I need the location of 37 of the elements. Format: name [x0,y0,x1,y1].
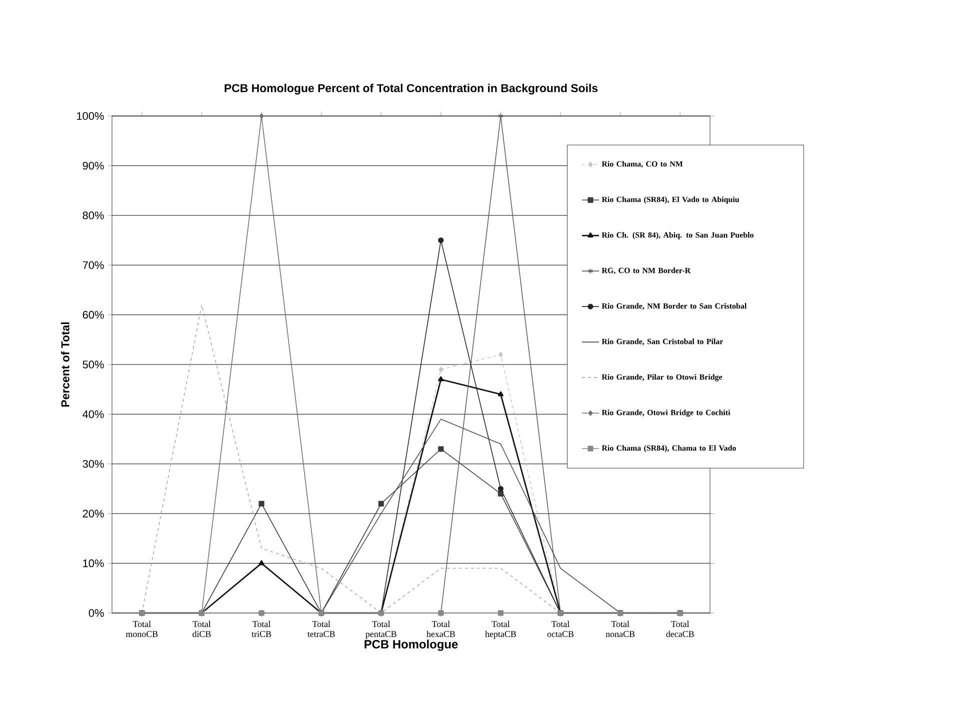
y-tick-label: 100% [77,112,104,120]
x-tick-label: Total heptaCB [485,620,516,639]
y-tick-label: 10% [83,559,104,568]
point [438,237,444,244]
y-tick-label: 80% [82,212,104,220]
point [498,352,503,358]
point [498,486,504,492]
point [498,113,504,119]
x-tick-label: Total hexaCB [426,620,455,638]
point [378,500,384,506]
point [259,113,264,119]
x-tick-label: Total monoCB [126,620,158,638]
y-tick-label: 30% [82,460,104,468]
point [258,560,264,566]
x-tick-label: Total octaCB [547,620,574,638]
point [498,391,504,396]
x-tick-label: Total nonaCB [606,620,635,638]
x-tick-label: Total pentaCB [366,620,396,639]
x-tick-label: Total diCB [192,620,211,638]
y-tick-label: 40% [82,410,104,418]
x-tick-label: Total tetraCB [307,620,335,638]
chart-title: PCB Homologue Percent of Total Concentration in Background Soils [224,84,598,94]
point [498,490,504,497]
y-axis-title: Percent of Total [60,322,70,407]
x-tick-label: Total decaCB [666,620,694,638]
point [438,366,444,372]
y-tick-label: 0% [88,609,104,617]
y-tick-label: 60% [82,310,104,319]
point [258,500,264,506]
y-tick-label: 70% [82,261,104,269]
x-axis-title: PCB Homologue [364,640,458,651]
y-tick-label: 50% [82,360,104,368]
y-tick-label: 20% [82,510,104,518]
point [438,376,444,382]
y-tick-label: 90% [82,162,104,170]
x-tick-label: Total triCB [252,620,272,638]
point [438,446,444,452]
